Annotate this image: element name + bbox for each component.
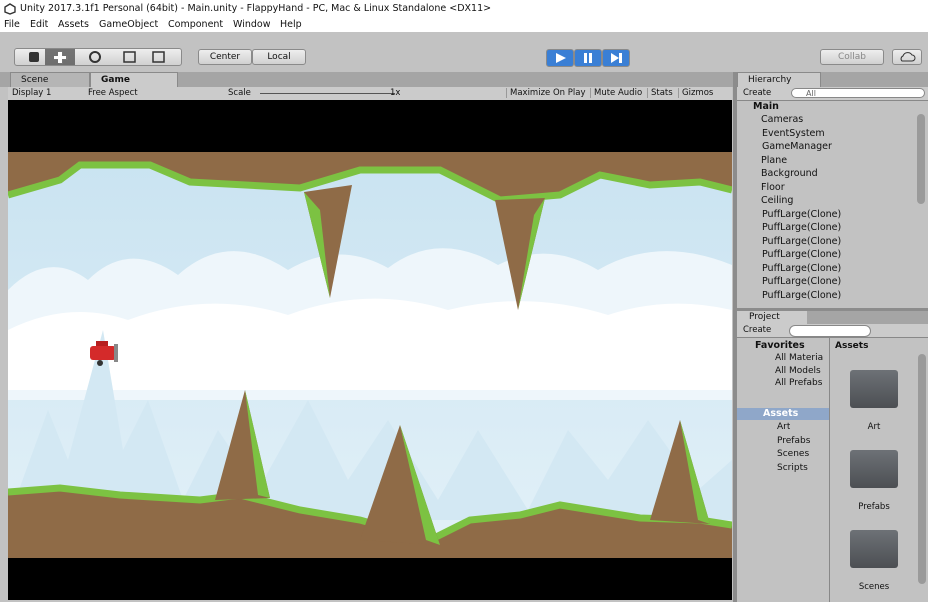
hierarchy-item[interactable]: PuffLarge(Clone) bbox=[762, 262, 842, 274]
hierarchy-item[interactable]: Ceiling bbox=[761, 195, 794, 206]
hierarchy-search[interactable]: All bbox=[791, 88, 925, 98]
project-search[interactable] bbox=[789, 325, 871, 337]
menu-bar: File Edit Assets GameObject Component Window H… bbox=[0, 18, 928, 32]
unity-icon bbox=[4, 3, 16, 15]
folder-item[interactable]: Scripts bbox=[777, 462, 808, 473]
toggle-button[interactable]: Mute Audio bbox=[590, 88, 645, 98]
scene-tab[interactable]: Scene bbox=[10, 72, 90, 87]
project-tab-strip: Project bbox=[737, 311, 928, 324]
folder-icon[interactable] bbox=[850, 530, 898, 568]
space-button[interactable]: Local bbox=[252, 49, 306, 65]
hierarchy-item[interactable]: PuffLarge(Clone) bbox=[762, 289, 842, 301]
toggle-button[interactable]: Gizmos bbox=[678, 88, 716, 98]
scene-root[interactable]: Main bbox=[753, 101, 779, 112]
hierarchy-item[interactable]: PuffLarge(Clone) bbox=[762, 235, 842, 247]
project-assets: Assets Art Prefabs Scenes bbox=[830, 338, 928, 602]
hierarchy-list: Main Cameras EventSystem GameManager Plane Ba… bbox=[737, 100, 928, 308]
menu-item[interactable]: Component bbox=[168, 19, 224, 30]
menu-item[interactable]: Edit bbox=[30, 19, 49, 30]
toggle-button[interactable]: Maximize On Play bbox=[506, 88, 588, 98]
title-bar: Unity 2017.3.1f1 Personal (64bit) - Main… bbox=[0, 0, 928, 18]
menu-item[interactable]: Assets bbox=[58, 19, 89, 30]
folder-icon[interactable] bbox=[850, 450, 898, 488]
favorite-item[interactable]: All Prefabs bbox=[775, 378, 823, 388]
transform-tools[interactable] bbox=[14, 48, 182, 66]
tab-strip bbox=[0, 72, 733, 87]
folder-icon[interactable] bbox=[850, 370, 898, 408]
menu-item[interactable]: Window bbox=[233, 19, 271, 30]
panel-divider bbox=[733, 72, 737, 602]
cloud-button[interactable] bbox=[892, 49, 922, 65]
hierarchy-item[interactable]: PuffLarge(Clone) bbox=[762, 222, 842, 233]
create-dropdown[interactable]: Create bbox=[743, 325, 772, 335]
game-toolbar: Display 1 Free Aspect Scale 1x Maximize … bbox=[8, 87, 732, 101]
scale-value: 1x bbox=[390, 88, 401, 98]
folder-item[interactable]: Prefabs bbox=[777, 435, 811, 446]
step-button[interactable] bbox=[602, 49, 630, 67]
folder-label[interactable]: Art bbox=[867, 422, 881, 432]
panel-divider bbox=[737, 308, 928, 311]
folder-label[interactable]: Prefabs bbox=[858, 502, 890, 512]
hierarchy-item[interactable]: PuffLarge(Clone) bbox=[762, 249, 842, 260]
favorite-item[interactable]: All Models bbox=[775, 365, 821, 376]
scrollbar bbox=[917, 114, 925, 204]
game-view bbox=[8, 100, 732, 600]
menu-item[interactable]: File bbox=[4, 19, 20, 30]
project-tab[interactable]: Project bbox=[737, 311, 807, 324]
hierarchy-item[interactable]: PuffLarge(Clone) bbox=[762, 276, 842, 287]
divider bbox=[829, 338, 830, 602]
pause-button[interactable] bbox=[574, 49, 602, 67]
hierarchy-item[interactable]: Background bbox=[761, 168, 818, 179]
pivot-button[interactable]: Center bbox=[198, 49, 252, 65]
hierarchy-item[interactable]: Plane bbox=[761, 154, 788, 166]
game-view-buttons: Maximize On Play Mute Audio Stats Gizmos bbox=[506, 87, 732, 100]
breadcrumb: Assets bbox=[835, 341, 869, 351]
window-title: Unity 2017.3.1f1 Personal (64bit) - Main… bbox=[20, 3, 492, 14]
toolbar: Center Local Collab bbox=[0, 32, 928, 72]
project-tree: Favorites All Materia All Models All Prefab… bbox=[737, 338, 829, 602]
hierarchy-item[interactable]: Cameras bbox=[761, 114, 804, 125]
scale-label: Scale bbox=[228, 88, 251, 98]
folder-header[interactable]: Favorites bbox=[755, 340, 805, 351]
hierarchy-item[interactable]: PuffLarge(Clone) bbox=[762, 208, 842, 220]
hierarchy-tab[interactable]: Hierarchy bbox=[737, 72, 821, 87]
display-dropdown[interactable]: Display 1 bbox=[12, 88, 52, 98]
scale-slider[interactable] bbox=[260, 93, 395, 94]
hierarchy-toolbar: Create All bbox=[737, 87, 928, 101]
folder-item[interactable]: Art bbox=[777, 422, 791, 432]
hierarchy-item[interactable]: EventSystem bbox=[762, 127, 825, 139]
project-toolbar: Create bbox=[737, 324, 928, 338]
folder-header[interactable]: Assets bbox=[737, 408, 829, 420]
menu-item[interactable]: Help bbox=[280, 19, 302, 30]
play-button[interactable] bbox=[546, 49, 574, 67]
folder-label[interactable]: Scenes bbox=[858, 582, 890, 592]
collab-button[interactable]: Collab bbox=[820, 49, 884, 65]
hierarchy-item[interactable]: Floor bbox=[761, 181, 785, 193]
create-dropdown[interactable]: Create bbox=[743, 88, 772, 98]
folder-item[interactable]: Scenes bbox=[777, 449, 810, 459]
toggle-button[interactable]: Stats bbox=[647, 88, 676, 98]
menu-item[interactable]: GameObject bbox=[99, 19, 159, 30]
aspect-dropdown[interactable]: Free Aspect bbox=[88, 88, 138, 98]
game-tab[interactable]: Game bbox=[90, 72, 178, 87]
hierarchy-item[interactable]: GameManager bbox=[762, 141, 832, 152]
game-scene bbox=[8, 152, 732, 558]
scrollbar bbox=[918, 354, 926, 584]
favorite-item[interactable]: All Materia bbox=[775, 353, 824, 363]
